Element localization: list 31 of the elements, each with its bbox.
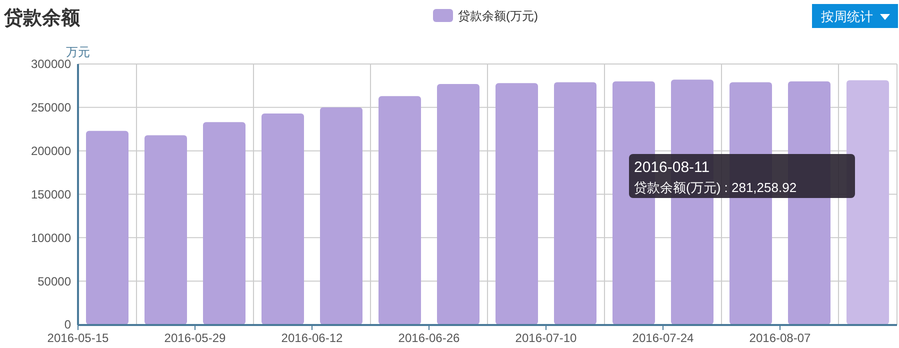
bar bbox=[554, 82, 596, 324]
y-tick-label: 0 bbox=[64, 318, 72, 332]
y-tick-label: 250000 bbox=[30, 100, 72, 115]
x-tick-label: 2016-06-12 bbox=[281, 331, 344, 345]
annotation: 贷款余额(万元) : 281,258.92 bbox=[634, 180, 797, 195]
y-tick-label: 300000 bbox=[30, 57, 72, 72]
bar bbox=[86, 130, 128, 324]
bar bbox=[496, 83, 538, 324]
legend-label: 贷款余额(万元) bbox=[458, 9, 538, 23]
chart-title: 贷款余额 bbox=[3, 7, 81, 29]
x-tick-label: 2016-05-29 bbox=[164, 331, 226, 345]
bar bbox=[144, 135, 187, 324]
bar bbox=[262, 113, 304, 324]
dropdown-button: 按周统计 bbox=[812, 4, 898, 28]
x-tick-label: 2016-08-07 bbox=[749, 331, 812, 345]
bar bbox=[203, 122, 246, 324]
x-tick-label: 2016-05-15 bbox=[47, 331, 110, 345]
y-tick-label: 50000 bbox=[38, 274, 72, 288]
y-tick-label: 150000 bbox=[30, 187, 72, 202]
tooltip: 2016-08-11 贷款余额(万元) : 281,258.92 bbox=[629, 154, 855, 198]
y-axis-title: 万元 bbox=[66, 45, 90, 59]
bar bbox=[378, 96, 421, 324]
annotation: 2016-08-11 bbox=[634, 159, 710, 176]
x-tick-label: 2016-06-26 bbox=[398, 331, 460, 345]
y-tick-label: 200000 bbox=[30, 144, 72, 158]
bar bbox=[846, 80, 889, 324]
bar bbox=[320, 107, 362, 324]
y-tick-label: 100000 bbox=[30, 230, 72, 245]
x-tick-label: 2016-07-10 bbox=[515, 331, 578, 345]
x-tick-label: 2016-07-24 bbox=[632, 331, 694, 345]
bar bbox=[437, 84, 480, 324]
